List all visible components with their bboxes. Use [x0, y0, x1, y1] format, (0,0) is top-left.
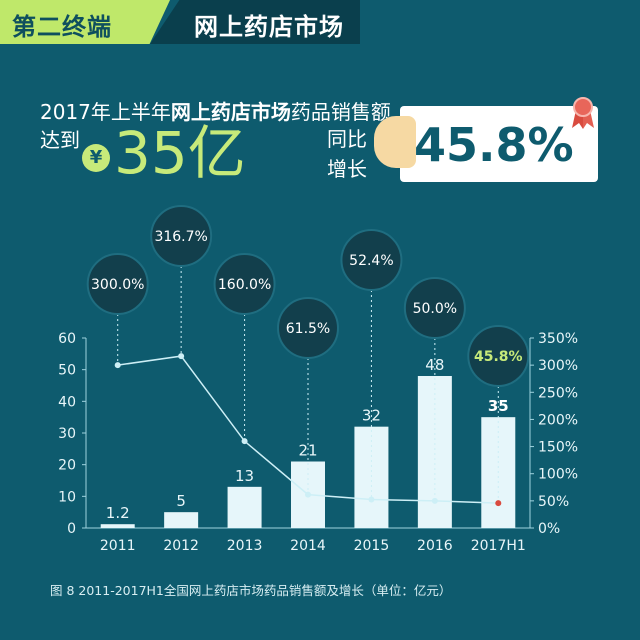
growth-bubble	[277, 297, 339, 359]
bar-value-label: 21	[298, 442, 317, 460]
yoy-card: 45.8%	[400, 106, 598, 182]
left-tick-label: 0	[67, 521, 76, 537]
growth-label: 300.0%	[91, 277, 144, 293]
left-tick-label: 40	[58, 394, 76, 410]
yoy-label-line1: 同比	[327, 127, 367, 151]
growth-bubble	[467, 325, 530, 387]
x-tick-label: 2017H1	[471, 538, 526, 554]
x-tick-label: 2011	[100, 538, 136, 554]
growth-label: 160.0%	[218, 277, 271, 293]
bar	[227, 486, 262, 528]
headline-line1: 2017年上半年网上药店市场药品销售额	[40, 96, 391, 125]
x-tick-label: 2016	[417, 538, 453, 554]
sales-chart: 0 10 20 30 40 50 60 0% 50% 100% 150% 200% 250% 300% 35…	[58, 205, 578, 554]
right-tick-label: 250%	[538, 385, 578, 401]
topic-label: 网上药店市场	[194, 13, 344, 41]
yoy-value: 45.8%	[414, 118, 574, 172]
x-tick-label: 2014	[290, 538, 326, 554]
growth-bubble	[213, 253, 276, 315]
bar	[100, 524, 135, 528]
headline-highlight: 网上药店市场	[170, 100, 291, 124]
growth-label: 45.8%	[474, 349, 523, 365]
growth-label: 61.5%	[286, 321, 330, 337]
yen-icon: ¥	[82, 144, 110, 172]
growth-point	[495, 500, 502, 507]
growth-point	[431, 497, 438, 504]
left-tick-label: 10	[58, 489, 76, 505]
topic-tag: 网上药店市场	[150, 0, 360, 44]
growth-label: 50.0%	[413, 301, 457, 317]
left-tick-label: 60	[58, 331, 76, 347]
right-tick-label: 0%	[538, 521, 560, 537]
bar	[164, 512, 199, 528]
growth-point	[178, 353, 185, 360]
growth-bubble	[403, 277, 466, 339]
x-tick-label: 2012	[163, 538, 199, 554]
growth-point	[305, 491, 311, 498]
hand-icon	[374, 116, 416, 168]
x-tick-label: 2015	[354, 538, 390, 554]
right-tick-label: 350%	[538, 331, 578, 347]
bar	[354, 426, 389, 528]
left-tick-label: 50	[58, 363, 76, 379]
reach-label: 达到	[40, 128, 80, 152]
growth-label: 52.4%	[349, 253, 393, 269]
section-tag: 第二终端	[0, 0, 170, 44]
bar-value-label: 13	[235, 467, 254, 485]
bar-value-label: 1.2	[106, 504, 130, 522]
right-tick-label: 100%	[538, 467, 578, 483]
right-tick-label: 200%	[538, 412, 578, 428]
headline-suffix: 药品销售额	[290, 100, 391, 124]
growth-point	[114, 362, 121, 369]
growth-label: 316.7%	[154, 229, 207, 245]
left-tick-label: 20	[58, 458, 76, 474]
bar-value-label: 5	[176, 492, 186, 510]
yoy-label: 同比 增长	[322, 124, 372, 184]
right-tick-label: 150%	[538, 440, 578, 456]
growth-bubble	[150, 205, 213, 267]
sales-amount: 35亿	[114, 119, 246, 187]
growth-point	[241, 438, 248, 445]
left-tick-label: 30	[58, 426, 76, 442]
figure-caption: 图 8 2011-2017H1全国网上药店市场药品销售额及增长（单位：亿元）	[50, 583, 452, 598]
ribbon-badge-icon	[572, 97, 594, 129]
section-label: 第二终端	[12, 13, 112, 41]
growth-bubble	[340, 229, 403, 291]
right-tick-label: 50%	[538, 494, 569, 510]
growth-bubble	[86, 253, 149, 315]
headline-prefix: 2017年上半年	[40, 100, 171, 124]
x-tick-label: 2013	[227, 538, 263, 554]
right-tick-label: 300%	[538, 358, 578, 374]
growth-point	[368, 496, 375, 503]
yoy-label-line2: 增长	[327, 157, 367, 181]
